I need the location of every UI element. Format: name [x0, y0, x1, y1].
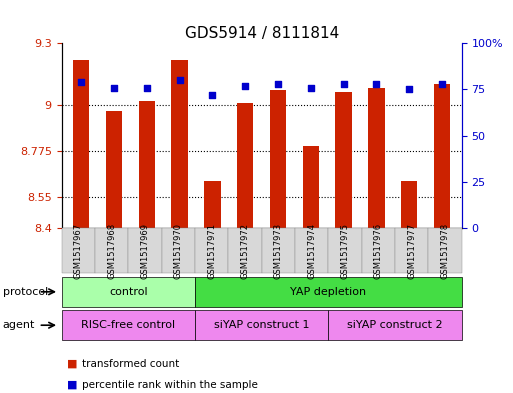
- Bar: [171, 60, 188, 228]
- Point: [110, 84, 118, 91]
- Point: [77, 79, 85, 85]
- Text: GSM1517978: GSM1517978: [441, 222, 449, 279]
- Bar: [303, 146, 319, 228]
- Bar: [434, 84, 450, 228]
- Text: GSM1517970: GSM1517970: [174, 222, 183, 279]
- Point: [143, 84, 151, 91]
- Text: siYAP construct 2: siYAP construct 2: [347, 320, 443, 330]
- Text: GSM1517969: GSM1517969: [141, 222, 149, 279]
- Point: [340, 81, 348, 87]
- Text: GSM1517975: GSM1517975: [341, 222, 349, 279]
- Bar: [270, 90, 286, 228]
- Point: [405, 86, 413, 93]
- Point: [438, 81, 446, 87]
- Text: RISC-free control: RISC-free control: [81, 320, 175, 330]
- Bar: [401, 181, 418, 228]
- Point: [307, 84, 315, 91]
- Text: control: control: [109, 287, 148, 297]
- Text: agent: agent: [3, 320, 35, 330]
- Point: [241, 83, 249, 89]
- Point: [175, 77, 184, 83]
- Bar: [336, 92, 352, 228]
- Text: GSM1517976: GSM1517976: [374, 222, 383, 279]
- Title: GDS5914 / 8111814: GDS5914 / 8111814: [185, 26, 339, 40]
- Bar: [106, 111, 122, 228]
- Text: transformed count: transformed count: [82, 358, 180, 369]
- Text: GSM1517971: GSM1517971: [207, 222, 216, 279]
- Text: protocol: protocol: [3, 287, 48, 297]
- Point: [208, 92, 216, 98]
- Bar: [204, 181, 221, 228]
- Text: GSM1517972: GSM1517972: [241, 222, 249, 279]
- Point: [274, 81, 282, 87]
- Text: GSM1517977: GSM1517977: [407, 222, 416, 279]
- Text: GSM1517974: GSM1517974: [307, 222, 316, 279]
- Text: GSM1517967: GSM1517967: [74, 222, 83, 279]
- Text: YAP depletion: YAP depletion: [290, 287, 366, 297]
- Point: [372, 81, 381, 87]
- Text: ■: ■: [67, 380, 77, 390]
- Text: GSM1517973: GSM1517973: [274, 222, 283, 279]
- Text: ■: ■: [67, 358, 77, 369]
- Bar: [139, 101, 155, 228]
- Text: siYAP construct 1: siYAP construct 1: [214, 320, 309, 330]
- Bar: [237, 103, 253, 228]
- Bar: [73, 60, 89, 228]
- Text: percentile rank within the sample: percentile rank within the sample: [82, 380, 258, 390]
- Bar: [368, 88, 385, 228]
- Text: GSM1517968: GSM1517968: [107, 222, 116, 279]
